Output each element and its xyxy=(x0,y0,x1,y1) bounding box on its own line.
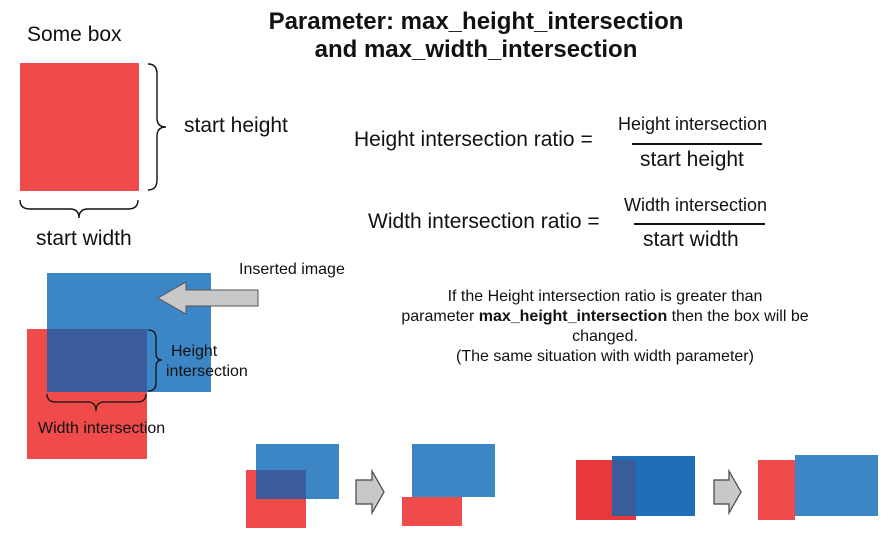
some-box xyxy=(20,63,139,191)
example1-overlap xyxy=(256,470,306,499)
width-ratio-numerator: Width intersection xyxy=(624,195,768,215)
start-height-label: start height xyxy=(184,114,288,137)
note-line-3: (The same situation with width parameter… xyxy=(456,348,754,365)
example2-overlap xyxy=(612,460,636,516)
example1-arrow xyxy=(355,468,385,516)
start-height-brace xyxy=(147,63,167,191)
height-intersection-brace xyxy=(147,329,163,392)
note-line-2-suffix: then the box will be changed. xyxy=(572,308,809,345)
width-intersection-brace xyxy=(46,393,147,412)
example1-blue-after xyxy=(412,444,495,497)
title-line-1: Parameter: max_height_intersection xyxy=(268,8,684,35)
height-ratio-numerator: Height intersection xyxy=(618,114,768,134)
explanation-note: If the Height intersection ratio is grea… xyxy=(370,287,840,367)
height-ratio-denominator: start height xyxy=(640,148,744,171)
inserted-image-label: Inserted image xyxy=(239,261,345,278)
example2-blue-after xyxy=(795,455,878,516)
width-intersection-label: Width intersection xyxy=(38,420,166,437)
example2-red-after xyxy=(758,460,795,520)
example2-arrow xyxy=(713,468,742,516)
height-fraction-line xyxy=(632,143,762,145)
width-ratio-label: Width intersection ratio = xyxy=(368,210,600,233)
note-parameter-name: max_height_intersection xyxy=(478,308,668,325)
width-fraction-line xyxy=(634,223,765,225)
start-width-label: start width xyxy=(36,227,132,250)
height-ratio-label: Height intersection ratio = xyxy=(354,128,593,151)
example1-red-after xyxy=(402,497,462,526)
height-intersection-label-line1: Height xyxy=(171,343,218,360)
width-ratio-denominator: start width xyxy=(643,228,739,251)
inserted-image-arrow xyxy=(156,281,259,315)
note-line-2: parameter max_height_intersection then t… xyxy=(370,307,840,347)
height-intersection-label-line2: intersection xyxy=(166,363,248,380)
start-width-brace xyxy=(19,199,139,219)
page-title: Parameter: max_height_intersection and m… xyxy=(0,8,896,64)
title-line-2: and max_width_intersection xyxy=(314,36,638,63)
some-box-label: Some box xyxy=(27,23,122,46)
note-line-2-prefix: parameter xyxy=(401,308,479,325)
note-line-1: If the Height intersection ratio is grea… xyxy=(447,288,763,305)
overlap-region xyxy=(47,329,147,392)
